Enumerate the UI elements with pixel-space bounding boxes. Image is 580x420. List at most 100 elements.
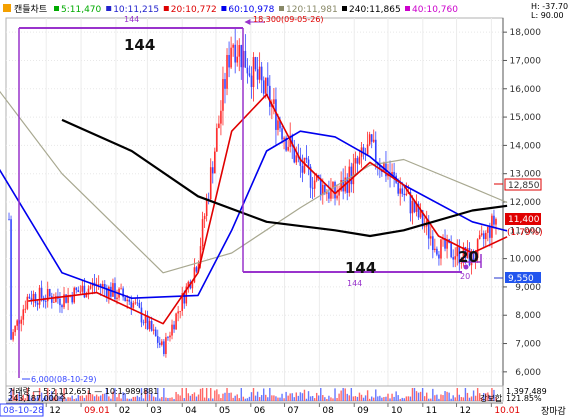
volume-bar bbox=[491, 388, 493, 401]
candle-body bbox=[75, 287, 78, 291]
candle-body bbox=[36, 302, 39, 305]
candle-body bbox=[218, 123, 220, 129]
moving-averages bbox=[0, 90, 508, 325]
legend-item[interactable]: 5:11,470 bbox=[61, 5, 102, 15]
volume-bar bbox=[114, 388, 116, 401]
candle-body bbox=[112, 283, 114, 297]
legend-item[interactable]: 40:10,760 bbox=[412, 5, 458, 15]
annotations: 144 144 144 144 20 20 18,300(09-05-26) 6… bbox=[18, 15, 482, 384]
volume-bar bbox=[301, 393, 304, 401]
volume-bar bbox=[267, 397, 269, 401]
volume-bar bbox=[393, 396, 395, 401]
volume-bar bbox=[458, 394, 461, 401]
legend-item[interactable]: 120:11,981 bbox=[286, 5, 338, 15]
legend-item[interactable]: 20:10,772 bbox=[171, 5, 217, 15]
chart-type-icon[interactable] bbox=[3, 4, 11, 12]
volume-right-value: 1,397,489 bbox=[506, 387, 547, 396]
volume-bar bbox=[181, 388, 183, 401]
volume-bar bbox=[220, 398, 222, 401]
candle-body bbox=[16, 320, 18, 326]
volume-bar bbox=[381, 397, 383, 401]
volume-bar bbox=[389, 398, 391, 401]
volume-bar bbox=[320, 388, 322, 401]
candle-body bbox=[130, 301, 133, 308]
legend-item[interactable]: 60:10,978 bbox=[228, 5, 274, 15]
volume-line1: 거래량 — 5:2,112,651 — 10:1,989,881 bbox=[8, 386, 158, 396]
candle-body bbox=[205, 198, 208, 217]
legend-swatch bbox=[279, 6, 284, 11]
count-mid-small: 144 bbox=[347, 279, 362, 288]
candle-body bbox=[330, 188, 332, 199]
market-close-label[interactable]: 장마감 bbox=[541, 405, 566, 417]
candle-body bbox=[216, 128, 218, 152]
volume-bar bbox=[489, 395, 491, 401]
volume-bar bbox=[244, 398, 247, 401]
volume-bar bbox=[203, 397, 206, 401]
volume-bar bbox=[22, 394, 24, 401]
volume-bar bbox=[210, 388, 212, 401]
volume-bar bbox=[450, 398, 452, 401]
volume-bar bbox=[401, 397, 403, 401]
candle-body bbox=[44, 301, 47, 302]
volume-line2: 243,187,000주 bbox=[8, 394, 66, 403]
candle-body bbox=[120, 288, 122, 290]
start-date-box[interactable] bbox=[0, 403, 44, 417]
candle-body bbox=[356, 158, 359, 164]
candle-body bbox=[321, 184, 324, 196]
volume-bar bbox=[281, 393, 283, 401]
volume-bar bbox=[142, 398, 145, 401]
volume-bar bbox=[124, 393, 126, 401]
candle-body bbox=[116, 297, 118, 299]
candle-body bbox=[372, 139, 375, 142]
volume-bar bbox=[85, 395, 88, 401]
volume-bar bbox=[334, 388, 336, 401]
upper-price-value: 12,850 bbox=[508, 181, 540, 191]
volume-bar bbox=[146, 388, 149, 401]
volume-bar bbox=[34, 397, 37, 401]
candle-body bbox=[214, 151, 216, 174]
volume-bar bbox=[83, 397, 86, 401]
volume-bar bbox=[75, 398, 77, 401]
volume-bar bbox=[81, 395, 84, 401]
candle-body bbox=[85, 294, 88, 298]
candle-body bbox=[374, 139, 377, 163]
candle-body bbox=[328, 192, 330, 199]
candle-body bbox=[444, 237, 446, 249]
volume-bar bbox=[183, 398, 185, 401]
volume-bar bbox=[421, 388, 424, 401]
legend-item[interactable]: 240:11,865 bbox=[349, 5, 401, 15]
price-axis: 6,000 7,000 8,000 9,000 10,000 11,000 12,000 13… bbox=[503, 28, 541, 378]
candle-body bbox=[450, 243, 452, 258]
volume-bar bbox=[205, 388, 208, 401]
volume-bar bbox=[73, 398, 75, 401]
volume-bar bbox=[370, 396, 373, 401]
volume-bar bbox=[128, 398, 130, 401]
candle-body bbox=[252, 57, 255, 88]
volume-bar bbox=[44, 396, 47, 401]
candle-body bbox=[232, 44, 234, 48]
candle-body bbox=[262, 80, 265, 94]
candle-body bbox=[20, 319, 23, 324]
volume-bar bbox=[173, 398, 175, 401]
month-label: 03 bbox=[150, 406, 161, 416]
volume-bar bbox=[303, 389, 306, 401]
volume-bar bbox=[161, 397, 163, 401]
volume-bar bbox=[307, 391, 310, 401]
candle-body bbox=[136, 302, 139, 304]
candle-body bbox=[495, 218, 497, 225]
volume-bar bbox=[311, 395, 314, 401]
volume-right-label: 강보합 bbox=[480, 393, 503, 403]
volume-bar bbox=[199, 388, 202, 401]
candle-body bbox=[108, 286, 110, 298]
volume-bar bbox=[362, 397, 365, 401]
volume-bar bbox=[240, 388, 242, 401]
volume-bar bbox=[305, 398, 308, 401]
candle-body bbox=[464, 247, 467, 259]
legend-item[interactable]: 10:11,215 bbox=[113, 5, 159, 15]
volume-bar bbox=[214, 390, 216, 401]
volume-bar bbox=[112, 391, 114, 401]
volume-bar bbox=[179, 395, 181, 401]
volume-bar bbox=[30, 397, 33, 401]
high-label: H: -37.70 bbox=[531, 2, 568, 11]
